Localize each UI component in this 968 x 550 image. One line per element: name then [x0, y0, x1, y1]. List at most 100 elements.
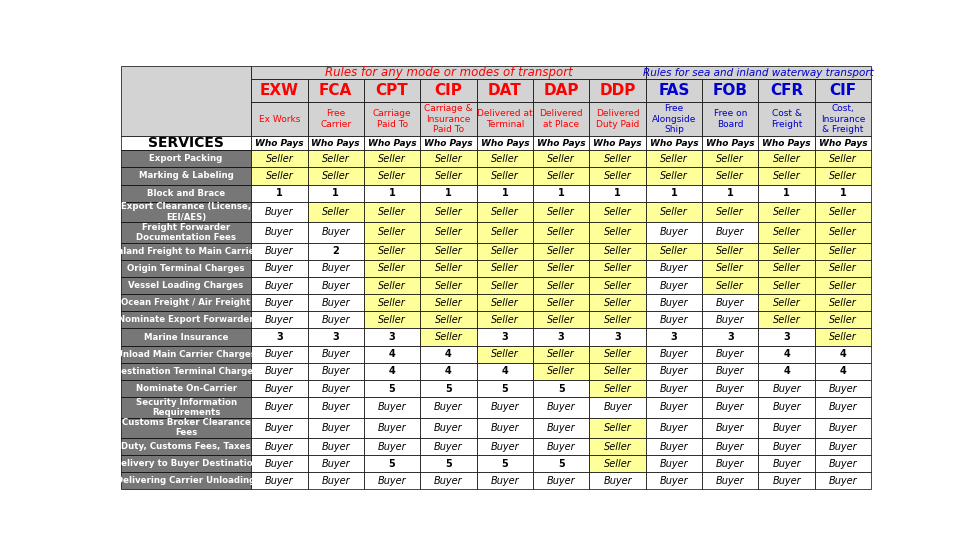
Text: Nominate On-Carrier: Nominate On-Carrier — [136, 384, 236, 393]
Bar — [252, 380, 308, 397]
Bar — [364, 167, 420, 185]
Text: Seller: Seller — [378, 246, 406, 256]
Text: Buyer: Buyer — [716, 349, 744, 359]
Bar — [476, 311, 533, 328]
Bar — [533, 222, 590, 243]
Bar — [420, 472, 476, 490]
Text: Buyer: Buyer — [829, 442, 858, 452]
Bar — [308, 417, 364, 438]
Bar — [420, 202, 476, 222]
Bar — [702, 294, 759, 311]
Text: Nominate Export Forwarder: Nominate Export Forwarder — [118, 315, 254, 324]
Bar — [533, 102, 590, 136]
Bar — [476, 294, 533, 311]
Text: Seller: Seller — [491, 280, 519, 290]
Text: 1: 1 — [332, 188, 339, 198]
Bar — [759, 380, 815, 397]
Bar — [252, 363, 308, 380]
Text: Seller: Seller — [378, 298, 406, 307]
Text: Seller: Seller — [716, 171, 744, 181]
Text: Seller: Seller — [265, 171, 293, 181]
Text: SERVICES: SERVICES — [148, 136, 224, 150]
Text: Buyer: Buyer — [659, 423, 688, 433]
Text: 5: 5 — [389, 459, 396, 469]
Bar — [121, 202, 252, 222]
Text: Seller: Seller — [491, 171, 519, 181]
Text: Buyer: Buyer — [378, 476, 407, 486]
Bar — [476, 438, 533, 455]
Text: Rules for sea and inland waterway transport: Rules for sea and inland waterway transp… — [643, 68, 874, 78]
Text: Seller: Seller — [772, 227, 801, 238]
Text: Seller: Seller — [547, 171, 575, 181]
Text: Who Pays: Who Pays — [537, 139, 586, 148]
Text: Seller: Seller — [772, 246, 801, 256]
Text: Buyer: Buyer — [716, 442, 744, 452]
Text: Seller: Seller — [604, 442, 631, 452]
Bar — [702, 438, 759, 455]
Text: Seller: Seller — [378, 263, 406, 273]
Bar — [364, 397, 420, 417]
Text: Buyer: Buyer — [716, 459, 744, 469]
Text: Who Pays: Who Pays — [819, 139, 867, 148]
Text: Buyer: Buyer — [716, 366, 744, 376]
Bar — [252, 260, 308, 277]
Text: Seller: Seller — [378, 280, 406, 290]
Bar — [308, 202, 364, 222]
Text: Seller: Seller — [378, 154, 406, 164]
Bar — [590, 472, 646, 490]
Text: Free on
Board: Free on Board — [713, 109, 747, 129]
Bar — [815, 260, 871, 277]
Text: Buyer: Buyer — [659, 476, 688, 486]
Bar — [533, 472, 590, 490]
Text: Buyer: Buyer — [321, 263, 350, 273]
Text: Buyer: Buyer — [659, 349, 688, 359]
Text: Buyer: Buyer — [547, 423, 576, 433]
Text: Buyer: Buyer — [265, 442, 293, 452]
Text: Seller: Seller — [772, 298, 801, 307]
Text: Seller: Seller — [604, 207, 631, 217]
Bar — [420, 328, 476, 345]
Bar — [364, 102, 420, 136]
Bar — [252, 438, 308, 455]
Bar — [121, 185, 252, 202]
Bar — [759, 150, 815, 167]
Text: Seller: Seller — [604, 280, 631, 290]
Text: Buyer: Buyer — [265, 298, 293, 307]
Bar — [533, 438, 590, 455]
Text: Free
Carrier: Free Carrier — [320, 109, 351, 129]
Bar — [121, 438, 252, 455]
Text: Seller: Seller — [322, 171, 349, 181]
Bar — [590, 79, 646, 102]
Text: Seller: Seller — [435, 315, 463, 325]
Text: FOB: FOB — [712, 83, 748, 98]
Text: Buyer: Buyer — [378, 403, 407, 412]
Text: 4: 4 — [839, 349, 846, 359]
Text: Buyer: Buyer — [265, 263, 293, 273]
Bar — [121, 260, 252, 277]
Text: Seller: Seller — [604, 315, 631, 325]
Bar — [533, 243, 590, 260]
Text: Buyer: Buyer — [772, 383, 801, 394]
Bar — [646, 311, 702, 328]
Bar — [590, 136, 646, 150]
Text: Buyer: Buyer — [435, 423, 463, 433]
Bar — [533, 167, 590, 185]
Bar — [121, 397, 252, 417]
Bar — [252, 472, 308, 490]
Bar — [252, 222, 308, 243]
Bar — [308, 243, 364, 260]
Bar — [121, 345, 252, 363]
Text: Seller: Seller — [830, 171, 857, 181]
Bar — [420, 260, 476, 277]
Text: Seller: Seller — [435, 280, 463, 290]
Text: Buyer: Buyer — [491, 403, 519, 412]
Bar — [815, 311, 871, 328]
Text: Buyer: Buyer — [321, 298, 350, 307]
Text: CPT: CPT — [376, 83, 408, 98]
Bar — [476, 328, 533, 345]
Text: Block and Brace: Block and Brace — [147, 189, 226, 197]
Bar — [815, 136, 871, 150]
Bar — [252, 455, 308, 472]
Bar — [252, 185, 308, 202]
Bar — [364, 202, 420, 222]
